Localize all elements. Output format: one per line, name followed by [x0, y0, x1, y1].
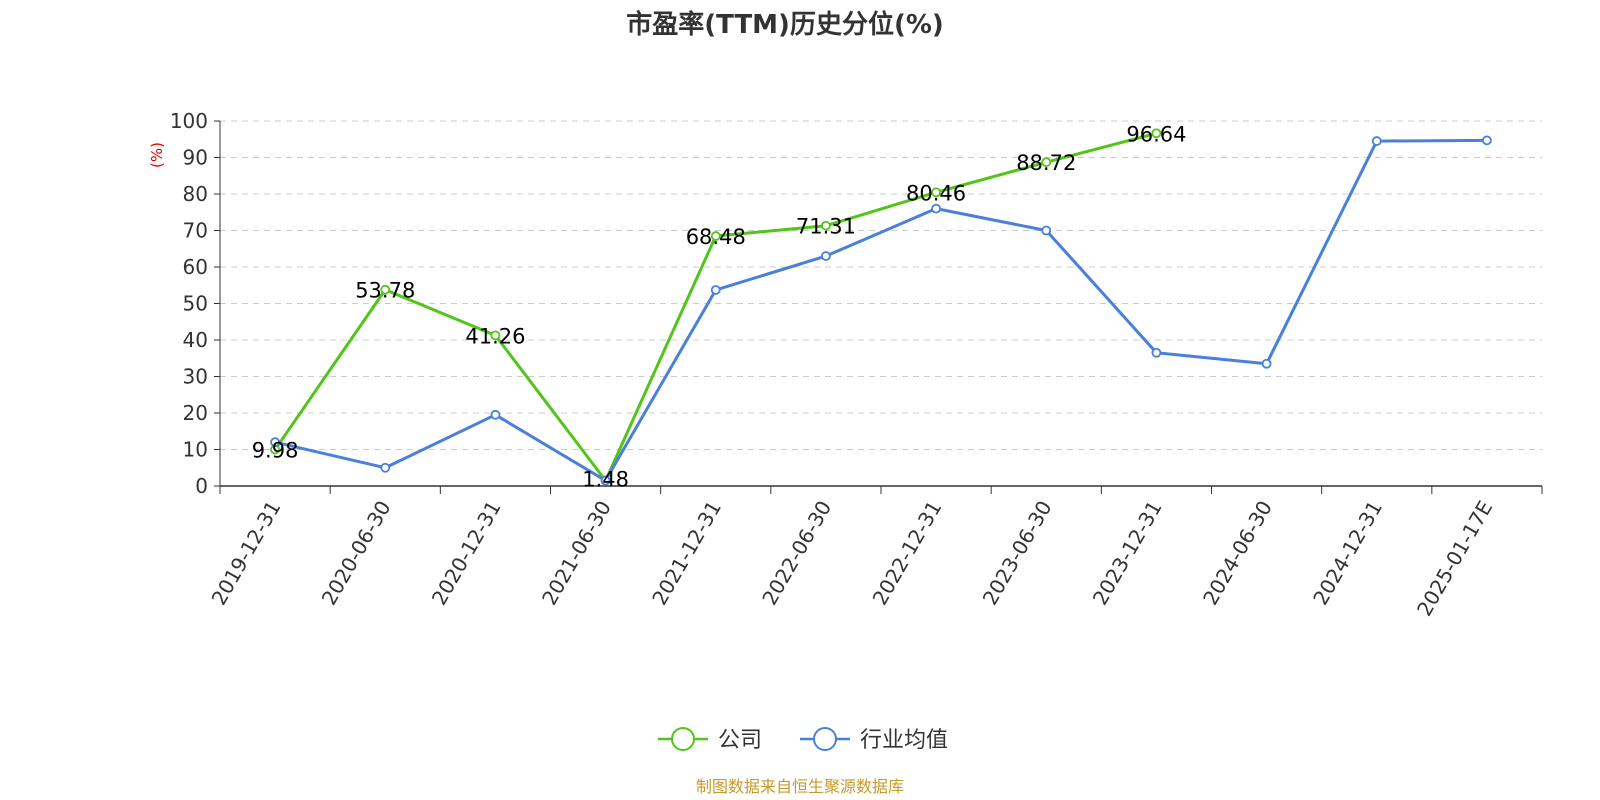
- series-point[interactable]: [821, 251, 831, 261]
- legend-item-0[interactable]: 公司: [658, 727, 762, 753]
- x-tick-label: 2023-06-30: [978, 497, 1057, 610]
- x-tick-label: 2021-06-30: [537, 497, 616, 610]
- series-line-1: [274, 138, 1487, 483]
- data-label: 1.48: [582, 468, 629, 492]
- series-point[interactable]: [1041, 225, 1052, 236]
- y-tick-label: 70: [183, 219, 208, 243]
- y-tick-label: 90: [183, 146, 208, 170]
- series-point[interactable]: [931, 187, 941, 198]
- data-label: 9.98: [252, 439, 299, 463]
- x-tick-label: 2022-06-30: [757, 497, 836, 610]
- series-point[interactable]: [1151, 128, 1162, 139]
- series-point[interactable]: [490, 330, 501, 341]
- y-tick-labels: 0 10 20 30 40 50 60 70 80 90 100: [170, 109, 208, 498]
- data-label: 88.72: [1016, 151, 1076, 175]
- y-tick-label: 40: [183, 328, 208, 352]
- data-label: 53.78: [355, 279, 415, 303]
- x-tick-label: 2024-06-30: [1198, 497, 1277, 610]
- x-tick-label: 2021-12-31: [647, 497, 726, 610]
- x-tick-label: 2023-12-31: [1088, 497, 1167, 610]
- x-tick-label: 2020-12-31: [427, 497, 506, 610]
- series-point[interactable]: [931, 203, 941, 214]
- y-tick-label: 0: [195, 474, 208, 498]
- data-label: 80.46: [906, 181, 966, 205]
- y-tick-label: 10: [183, 438, 208, 462]
- legend-marker: [671, 727, 695, 751]
- y-tick-label: 20: [183, 401, 208, 425]
- series-point[interactable]: [1371, 136, 1382, 146]
- data-label: 68.48: [686, 225, 746, 249]
- y-tick-label: 80: [183, 182, 208, 206]
- series-point[interactable]: [710, 231, 721, 241]
- legend-label: 公司: [718, 728, 762, 753]
- x-tick-labels: 2019-12-31 2020-06-30 2020-12-31 2021-06-30…: [207, 497, 1498, 621]
- y-tick-label: 100: [170, 109, 208, 133]
- series-point[interactable]: [380, 462, 391, 473]
- grid-lines: [220, 120, 1542, 450]
- series-point[interactable]: [1261, 358, 1272, 369]
- series-point[interactable]: [821, 220, 831, 231]
- series-point[interactable]: [600, 475, 611, 486]
- legend-marker: [813, 727, 837, 751]
- data-label: 41.26: [465, 324, 525, 348]
- data-label: 96.64: [1126, 122, 1186, 146]
- y-tick-label: 30: [183, 365, 208, 389]
- x-tick-label: 2019-12-31: [207, 497, 286, 610]
- legend-label: 行业均值: [860, 728, 948, 753]
- source-note: 制图数据来自恒生聚源数据库: [696, 777, 904, 796]
- legend[interactable]: 公司 行业均值: [658, 727, 948, 753]
- x-tick-label: 2024-12-31: [1308, 497, 1387, 610]
- series-layer: [270, 128, 1492, 486]
- x-tick-label: 2022-12-31: [868, 497, 947, 610]
- data-labels: 9.98 53.78 41.26 1.48 68.48 71.31 80.46 88.72 96…: [252, 122, 1187, 491]
- series-point[interactable]: [490, 409, 501, 420]
- y-tick-label: 50: [183, 292, 208, 316]
- series-point[interactable]: [1482, 135, 1492, 146]
- x-tick-label: 2025-01-17E: [1412, 497, 1497, 621]
- series-point[interactable]: [1041, 157, 1052, 168]
- y-tick-label: 60: [183, 255, 208, 279]
- legend-item-1[interactable]: 行业均值: [800, 727, 948, 753]
- series-point[interactable]: [380, 284, 391, 295]
- axes: [214, 120, 1543, 494]
- chart-title: 市盈率(TTM)历史分位(%): [626, 9, 944, 40]
- y-axis-label: (%): [148, 142, 166, 168]
- series-point[interactable]: [270, 437, 280, 448]
- data-label: 71.31: [796, 215, 856, 239]
- x-tick-label: 2020-06-30: [317, 497, 396, 610]
- series-point[interactable]: [710, 285, 721, 295]
- series-point[interactable]: [1151, 347, 1162, 358]
- series-line-0: [273, 131, 1157, 483]
